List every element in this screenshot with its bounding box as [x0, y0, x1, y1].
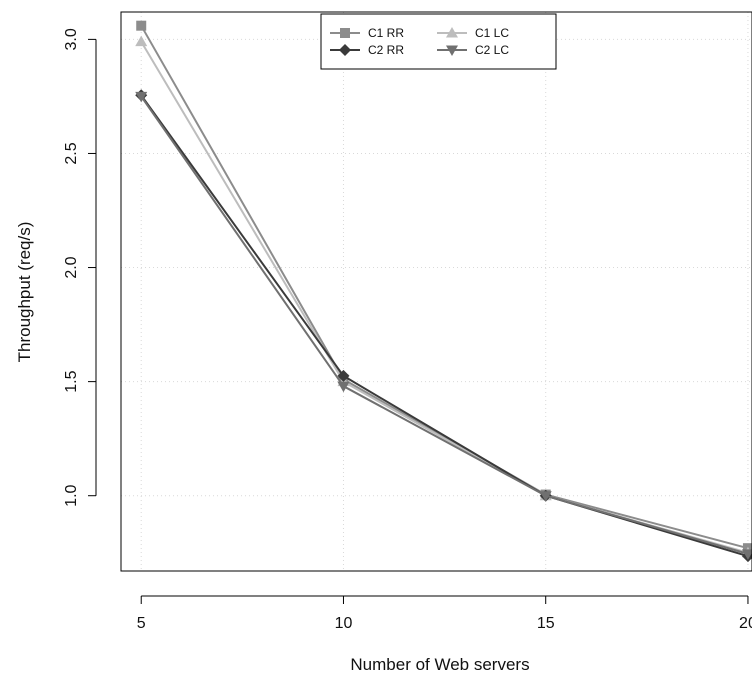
legend-item-c1-rr: C1 RR	[330, 26, 404, 40]
series-c1-lc	[135, 36, 752, 558]
axis-layer: 5 10 15 20 1.0 1.5 2.0 2.5 3.0	[63, 28, 752, 632]
y-tick-label: 1.5	[63, 370, 80, 392]
plot-frame	[121, 12, 752, 571]
series-c1-rr	[136, 21, 752, 553]
x-tick-label: 10	[335, 615, 353, 632]
y-axis-title: Throughput (req/s)	[15, 222, 34, 363]
data-point	[337, 382, 349, 393]
series-line	[141, 96, 748, 553]
legend-label: C2 RR	[368, 43, 404, 57]
legend-marker	[340, 28, 350, 38]
series-line	[141, 26, 748, 548]
series-c2-rr	[135, 89, 752, 562]
series-c2-lc	[135, 92, 752, 560]
legend-box	[321, 14, 556, 69]
y-tick-label: 3.0	[63, 28, 80, 50]
grid-layer	[121, 12, 752, 571]
legend: C1 RR C1 LC C2 RR C2 LC	[321, 14, 556, 69]
x-tick-label: 15	[537, 615, 555, 632]
series-layer	[135, 21, 752, 562]
series-line	[141, 42, 748, 553]
x-axis-title: Number of Web servers	[350, 655, 529, 674]
x-tick-label: 20	[739, 615, 752, 632]
legend-label: C2 LC	[475, 43, 509, 57]
x-tick-label: 5	[137, 615, 146, 632]
legend-label: C1 RR	[368, 26, 404, 40]
y-tick-label: 2.5	[63, 142, 80, 164]
y-tick-label: 1.0	[63, 484, 80, 506]
y-tick-label: 2.0	[63, 256, 80, 278]
series-line	[141, 95, 748, 556]
data-point	[135, 36, 147, 47]
data-point	[136, 21, 146, 31]
legend-label: C1 LC	[475, 26, 509, 40]
